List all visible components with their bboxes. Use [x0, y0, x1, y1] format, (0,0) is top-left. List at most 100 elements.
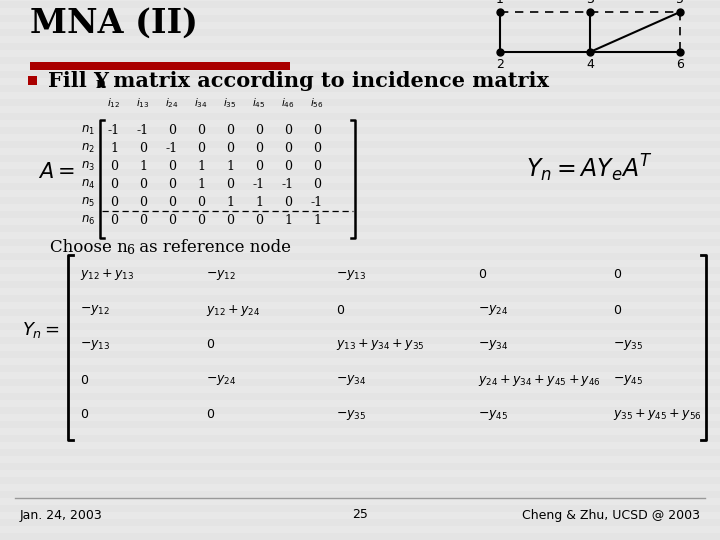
Text: $y_{12}+y_{24}$: $y_{12}+y_{24}$ — [206, 302, 261, 318]
Bar — [0, 351, 720, 358]
Bar — [0, 141, 720, 148]
Text: $0$: $0$ — [206, 339, 215, 352]
Text: 0: 0 — [110, 195, 118, 208]
Text: 4: 4 — [586, 58, 594, 71]
Text: 0: 0 — [255, 141, 263, 154]
Text: $i_{24}$: $i_{24}$ — [165, 96, 179, 110]
Text: $-y_{34}$: $-y_{34}$ — [336, 373, 366, 387]
Text: 0: 0 — [284, 141, 292, 154]
Text: -1: -1 — [311, 195, 323, 208]
Text: $i_{56}$: $i_{56}$ — [310, 96, 324, 110]
Text: $n_1$: $n_1$ — [81, 124, 95, 137]
Text: $0$: $0$ — [478, 268, 487, 281]
Text: 0: 0 — [197, 195, 205, 208]
Text: 6: 6 — [676, 58, 684, 71]
Text: 3: 3 — [586, 0, 594, 6]
Bar — [0, 155, 720, 162]
Text: $0$: $0$ — [80, 408, 89, 422]
Text: 0: 0 — [110, 178, 118, 191]
Bar — [0, 253, 720, 260]
Bar — [0, 407, 720, 414]
Bar — [0, 393, 720, 400]
Text: $-y_{45}$: $-y_{45}$ — [613, 373, 643, 387]
Text: 1: 1 — [496, 0, 504, 6]
Text: 0: 0 — [226, 141, 234, 154]
Text: Choose n: Choose n — [50, 239, 127, 255]
Bar — [0, 505, 720, 512]
Text: -1: -1 — [137, 124, 149, 137]
Text: 0: 0 — [139, 213, 147, 226]
Text: 1: 1 — [255, 195, 263, 208]
Bar — [0, 239, 720, 246]
Bar — [0, 449, 720, 456]
Text: -1: -1 — [108, 124, 120, 137]
Text: $i_{13}$: $i_{13}$ — [136, 96, 150, 110]
Bar — [0, 519, 720, 526]
Text: $0$: $0$ — [80, 374, 89, 387]
Text: 0: 0 — [226, 178, 234, 191]
Text: 0: 0 — [197, 141, 205, 154]
Bar — [28, 76, 37, 85]
Bar — [0, 463, 720, 470]
Bar — [0, 85, 720, 92]
Bar — [30, 62, 290, 70]
Text: 0: 0 — [168, 195, 176, 208]
Bar — [0, 43, 720, 50]
Text: $i_{35}$: $i_{35}$ — [223, 96, 237, 110]
Text: 6: 6 — [126, 244, 134, 256]
Bar — [0, 169, 720, 176]
Text: matrix according to incidence matrix: matrix according to incidence matrix — [106, 71, 549, 91]
Text: 0: 0 — [313, 178, 321, 191]
Text: 0: 0 — [110, 213, 118, 226]
Text: 0: 0 — [255, 213, 263, 226]
Text: as reference node: as reference node — [134, 239, 291, 255]
Text: $A =$: $A =$ — [38, 162, 75, 182]
Text: 25: 25 — [352, 509, 368, 522]
Bar — [0, 309, 720, 316]
Text: 0: 0 — [197, 124, 205, 137]
Text: $-y_{24}$: $-y_{24}$ — [478, 303, 508, 317]
Text: 0: 0 — [110, 159, 118, 172]
Text: 0: 0 — [313, 124, 321, 137]
Text: $-y_{13}$: $-y_{13}$ — [80, 338, 110, 352]
Text: $0$: $0$ — [613, 303, 622, 316]
Text: $-y_{45}$: $-y_{45}$ — [478, 408, 508, 422]
Text: 0: 0 — [168, 159, 176, 172]
Text: 1: 1 — [197, 159, 205, 172]
Bar — [0, 225, 720, 232]
Bar — [0, 71, 720, 78]
Text: 0: 0 — [313, 159, 321, 172]
Text: -1: -1 — [282, 178, 294, 191]
Bar — [0, 211, 720, 218]
Text: 5: 5 — [676, 0, 684, 6]
Bar — [0, 379, 720, 386]
Bar — [0, 421, 720, 428]
Text: $0$: $0$ — [206, 408, 215, 422]
Bar — [0, 57, 720, 64]
Text: $y_{12}+y_{13}$: $y_{12}+y_{13}$ — [80, 267, 135, 282]
Text: $0$: $0$ — [613, 268, 622, 281]
Text: $n_2$: $n_2$ — [81, 141, 95, 154]
Text: 0: 0 — [313, 141, 321, 154]
Text: 0: 0 — [284, 124, 292, 137]
Text: 1: 1 — [197, 178, 205, 191]
Text: $y_{24}+y_{34}+y_{45}+y_{46}$: $y_{24}+y_{34}+y_{45}+y_{46}$ — [478, 373, 601, 388]
Text: $Y_n = AY_e A^T$: $Y_n = AY_e A^T$ — [526, 152, 654, 184]
Bar — [0, 323, 720, 330]
Bar — [0, 1, 720, 8]
Text: $-y_{13}$: $-y_{13}$ — [336, 268, 366, 282]
Text: 0: 0 — [255, 124, 263, 137]
Bar — [0, 337, 720, 344]
Text: 1: 1 — [139, 159, 147, 172]
Text: $n_6$: $n_6$ — [81, 213, 95, 227]
Text: 1: 1 — [226, 195, 234, 208]
Text: Jan. 24, 2003: Jan. 24, 2003 — [20, 509, 103, 522]
Bar — [0, 295, 720, 302]
Text: 2: 2 — [496, 58, 504, 71]
Text: $Y_n =$: $Y_n =$ — [22, 320, 60, 340]
Text: -1: -1 — [166, 141, 178, 154]
Text: MNA (II): MNA (II) — [30, 7, 198, 40]
Text: $0$: $0$ — [336, 303, 345, 316]
Text: $n_3$: $n_3$ — [81, 159, 95, 173]
Bar — [0, 281, 720, 288]
